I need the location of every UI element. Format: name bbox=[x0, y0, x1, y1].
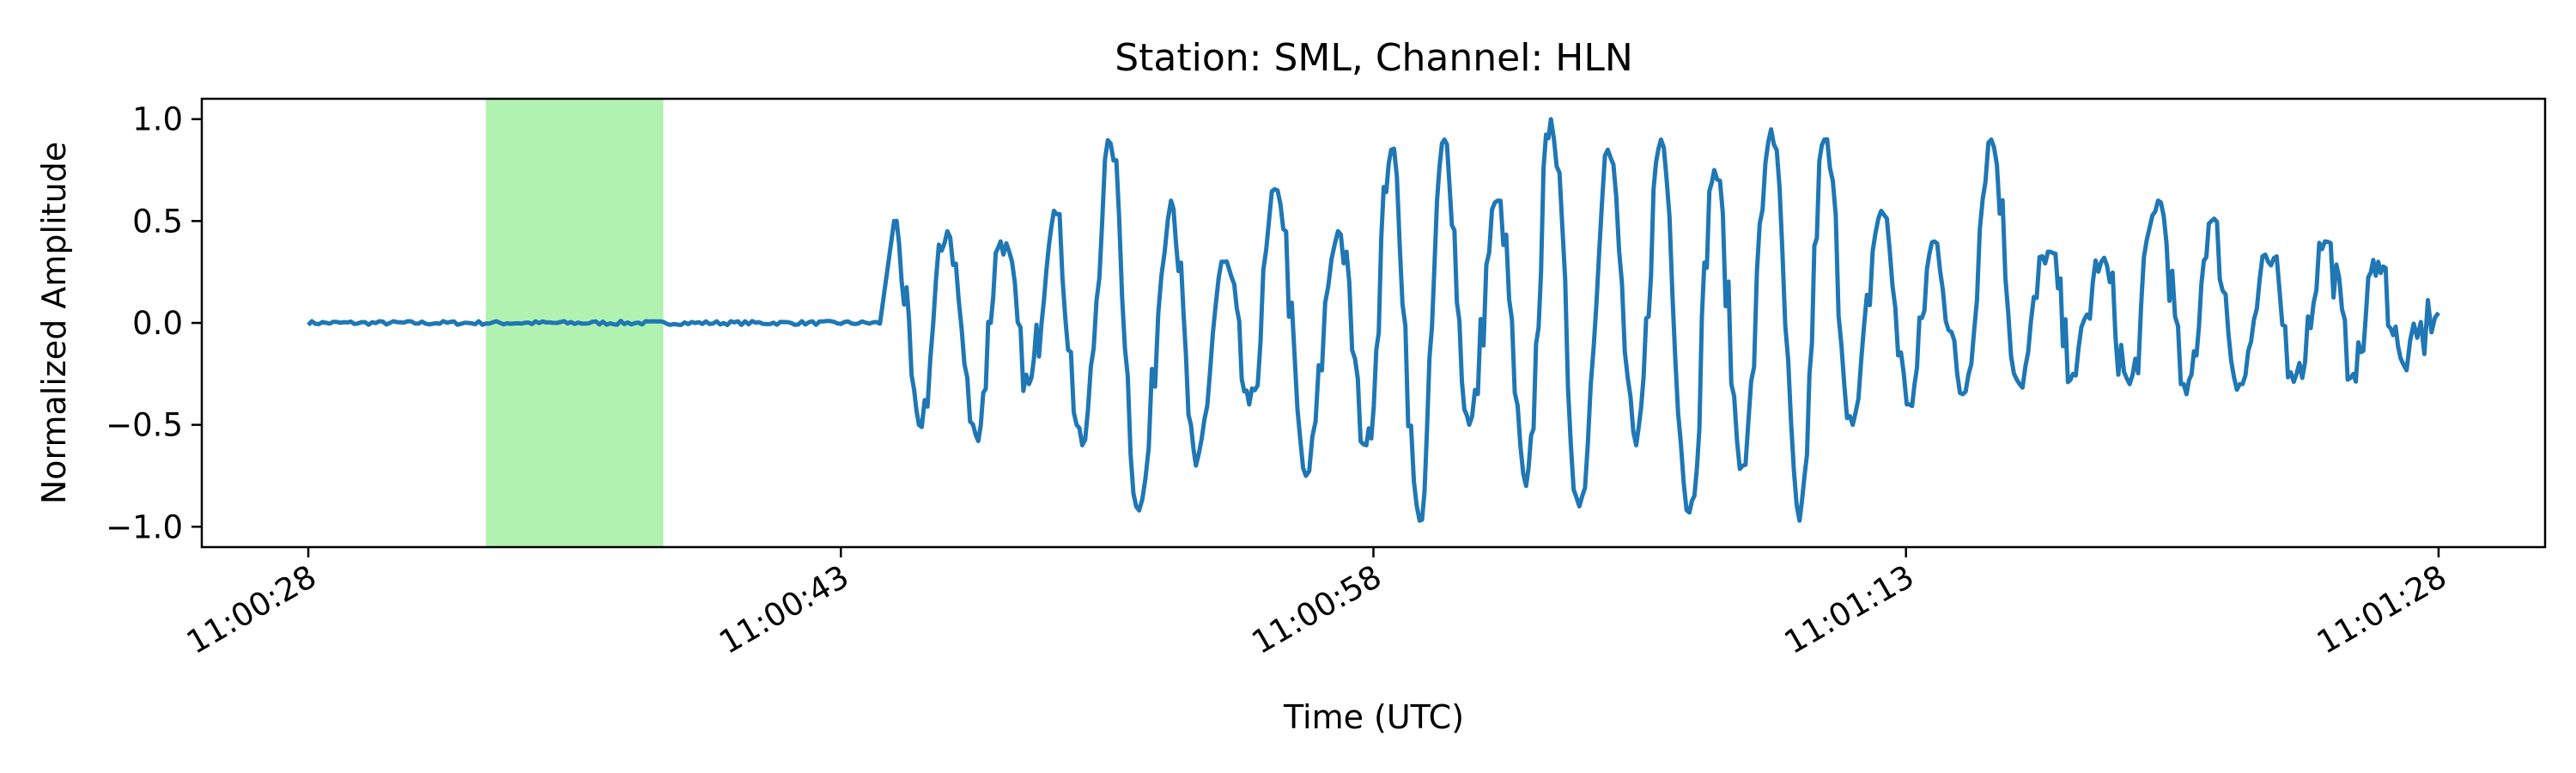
x-axis-label: Time (UTC) bbox=[1283, 698, 1464, 736]
y-axis-ticks: 1.0 0.5 0.0 −0.5 −1.0 bbox=[106, 101, 202, 545]
y-tick-label: −1.0 bbox=[106, 508, 183, 545]
y-tick-label: 1.0 bbox=[132, 101, 183, 138]
y-tick-label: 0.5 bbox=[132, 203, 183, 240]
y-axis-label: Normalized Amplitude bbox=[35, 142, 73, 504]
y-tick-label: 0.0 bbox=[132, 305, 183, 342]
chart-title: Station: SML, Channel: HLN bbox=[1115, 36, 1633, 80]
waveform-line bbox=[307, 117, 2440, 523]
y-tick-label: −0.5 bbox=[106, 407, 183, 444]
waveform-trace bbox=[307, 117, 2440, 523]
